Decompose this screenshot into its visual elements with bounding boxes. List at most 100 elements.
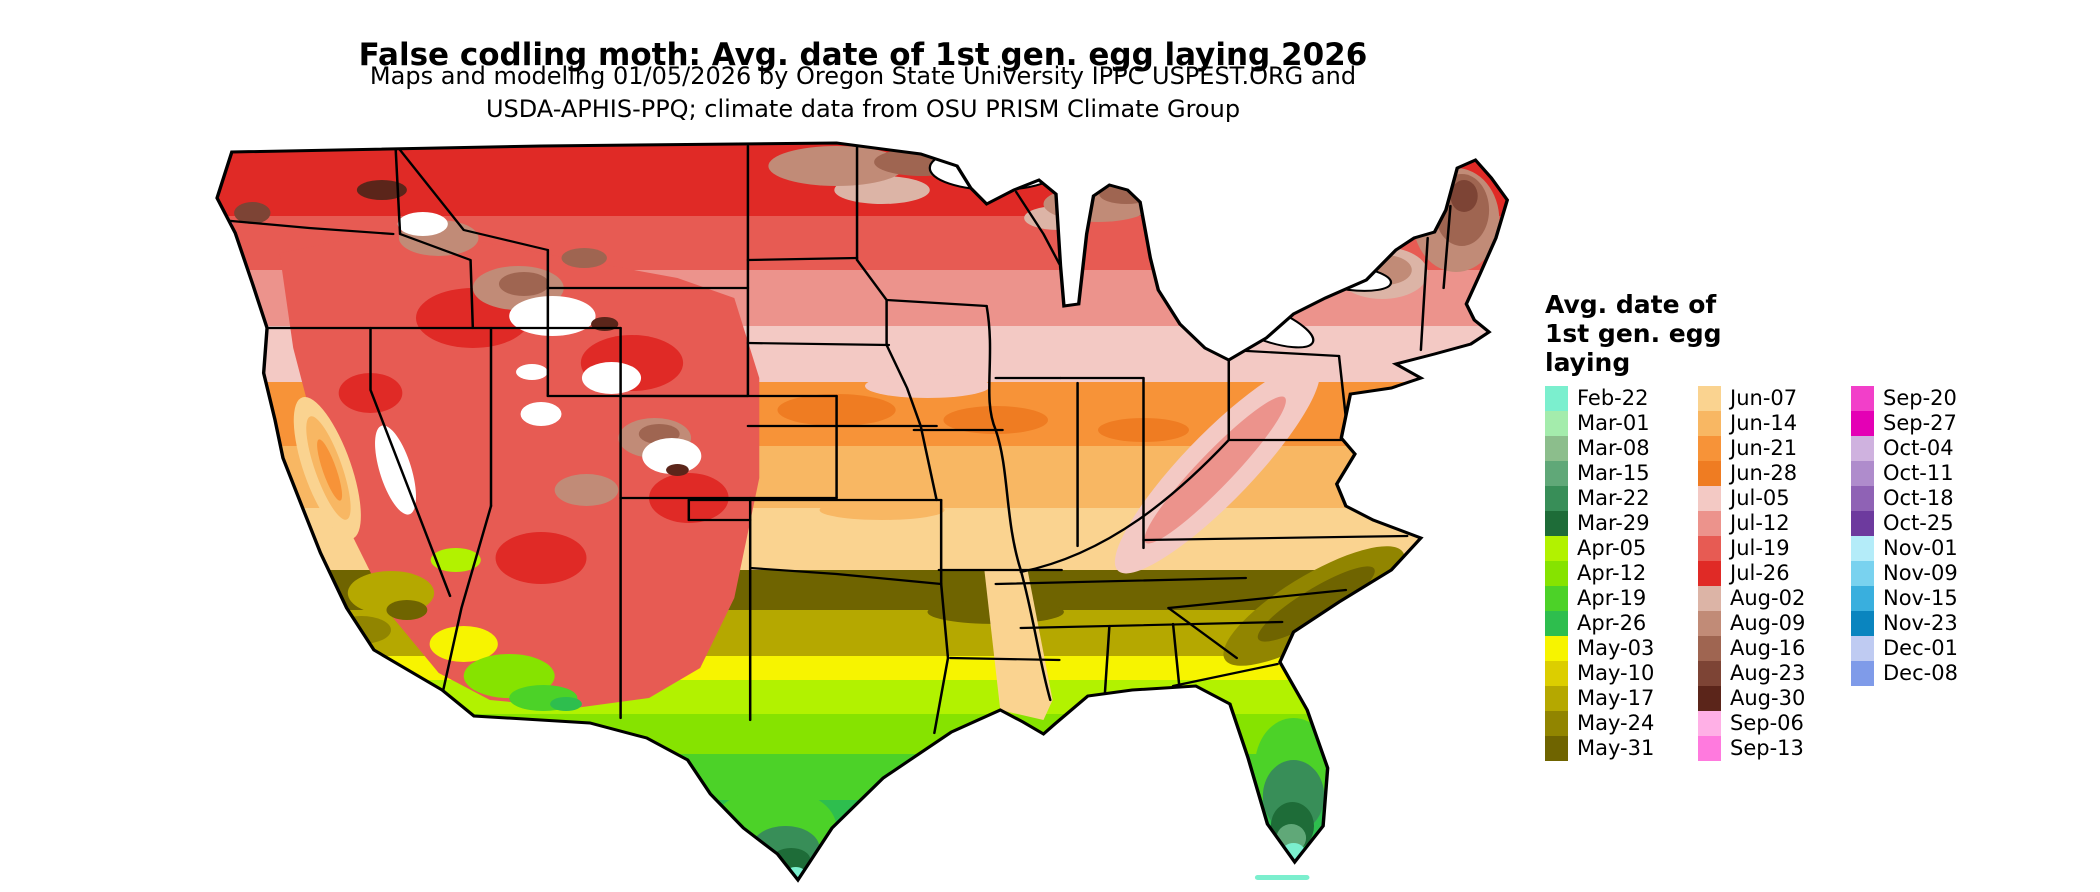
legend-entry: Jul-05 <box>1698 486 1851 511</box>
legend-label: May-10 <box>1577 661 1655 685</box>
legend-swatch <box>1698 536 1721 561</box>
legend-entry: Aug-02 <box>1698 586 1851 611</box>
legend-label: Apr-26 <box>1577 611 1647 635</box>
legend-title-line-2: 1st gen. egg <box>1545 319 1722 348</box>
legend-entry: May-03 <box>1545 636 1698 661</box>
legend-entry: Aug-30 <box>1698 686 1851 711</box>
legend-entry: Aug-09 <box>1698 611 1851 636</box>
legend-entry: Jun-28 <box>1698 461 1851 486</box>
legend-entry: Mar-08 <box>1545 436 1698 461</box>
legend-title-line-3: laying <box>1545 348 1631 377</box>
legend-entry: Nov-01 <box>1851 536 2004 561</box>
legend-label: Jun-14 <box>1730 411 1798 435</box>
legend-entry: May-10 <box>1545 661 1698 686</box>
legend-label: Mar-08 <box>1577 436 1650 460</box>
legend-entry: Apr-05 <box>1545 536 1698 561</box>
legend-entry: Dec-01 <box>1851 636 2004 661</box>
legend-column: Jun-07 Jun-14 Jun-21 Jun-28 Jul-05 Jul-12 Jul-… <box>1698 386 1851 761</box>
legend-entry: Sep-27 <box>1851 411 2004 436</box>
legend-swatch <box>1698 386 1721 411</box>
legend-swatch <box>1698 686 1721 711</box>
legend-label: Jun-28 <box>1730 461 1798 485</box>
legend-label: May-31 <box>1577 736 1655 760</box>
legend-entry: Nov-15 <box>1851 586 2004 611</box>
legend-label: Apr-12 <box>1577 561 1647 585</box>
legend-swatch <box>1698 586 1721 611</box>
legend-entry: Apr-12 <box>1545 561 1698 586</box>
legend-entry: Oct-25 <box>1851 511 2004 536</box>
legend-entry: Jun-07 <box>1698 386 1851 411</box>
legend-label: Apr-19 <box>1577 586 1647 610</box>
legend-entry: Mar-01 <box>1545 411 1698 436</box>
legend-swatch <box>1851 411 1874 436</box>
legend-entry: Oct-18 <box>1851 486 2004 511</box>
legend-swatch <box>1851 661 1874 686</box>
legend-entry: Aug-23 <box>1698 661 1851 686</box>
legend-label: Sep-13 <box>1730 736 1804 760</box>
figure-title: False codling moth: Avg. date of 1st gen… <box>358 36 1368 73</box>
legend-entry: Apr-19 <box>1545 586 1698 611</box>
legend-label: Jun-07 <box>1730 386 1798 410</box>
legend-swatch <box>1851 636 1874 661</box>
legend-swatch <box>1545 711 1568 736</box>
legend-swatch <box>1545 386 1568 411</box>
legend-label: Jul-19 <box>1730 536 1790 560</box>
legend-label: Feb-22 <box>1577 386 1649 410</box>
florida-keys <box>1254 875 1310 880</box>
legend-label: Aug-02 <box>1730 586 1806 610</box>
legend-label: Nov-15 <box>1883 586 1958 610</box>
legend-swatch <box>1698 461 1721 486</box>
legend-label: Jul-05 <box>1730 486 1790 510</box>
legend-swatch <box>1698 611 1721 636</box>
legend-label: Mar-01 <box>1577 411 1650 435</box>
legend-label: Sep-27 <box>1883 411 1957 435</box>
legend-swatch <box>1545 736 1568 761</box>
legend-label: Jul-26 <box>1730 561 1790 585</box>
legend-entry: Oct-04 <box>1851 436 2004 461</box>
us-outline <box>215 141 1510 883</box>
legend-swatch <box>1698 736 1721 761</box>
legend-entry: Oct-11 <box>1851 461 2004 486</box>
legend-entry: Mar-15 <box>1545 461 1698 486</box>
legend-swatch <box>1698 511 1721 536</box>
legend-swatch <box>1851 611 1874 636</box>
legend-swatch <box>1698 561 1721 586</box>
legend-swatch <box>1851 486 1874 511</box>
legend-label: Mar-29 <box>1577 511 1650 535</box>
legend: Avg. date of 1st gen. egg laying Feb-22 M… <box>1545 290 2004 761</box>
figure-subtitle: Maps and modeling 01/05/2026 by Oregon S… <box>370 60 1356 126</box>
legend-label: Mar-15 <box>1577 461 1650 485</box>
state-borders <box>219 143 1452 735</box>
legend-label: Sep-20 <box>1883 386 1957 410</box>
legend-entry: Nov-09 <box>1851 561 2004 586</box>
legend-entry: Jul-19 <box>1698 536 1851 561</box>
legend-swatch <box>1545 636 1568 661</box>
legend-entry: May-17 <box>1545 686 1698 711</box>
legend-swatch <box>1698 661 1721 686</box>
legend-swatch <box>1545 411 1568 436</box>
legend-title: Avg. date of 1st gen. egg laying <box>1545 290 2004 377</box>
legend-entry: Nov-23 <box>1851 611 2004 636</box>
legend-swatch <box>1545 536 1568 561</box>
legend-label: Oct-11 <box>1883 461 1954 485</box>
legend-swatch <box>1698 411 1721 436</box>
legend-swatch <box>1851 386 1874 411</box>
legend-entry: Sep-20 <box>1851 386 2004 411</box>
legend-swatch <box>1545 436 1568 461</box>
legend-label: Aug-23 <box>1730 661 1806 685</box>
legend-swatch <box>1545 611 1568 636</box>
us-map <box>200 138 1530 883</box>
legend-swatch <box>1851 586 1874 611</box>
legend-entry: Sep-06 <box>1698 711 1851 736</box>
legend-swatch <box>1698 436 1721 461</box>
legend-label: Apr-05 <box>1577 536 1647 560</box>
legend-swatch <box>1851 561 1874 586</box>
legend-entry: Jul-26 <box>1698 561 1851 586</box>
legend-label: Nov-09 <box>1883 561 1958 585</box>
legend-label: Aug-16 <box>1730 636 1806 660</box>
legend-swatch <box>1545 561 1568 586</box>
legend-label: Mar-22 <box>1577 486 1650 510</box>
legend-label: May-24 <box>1577 711 1655 735</box>
legend-label: Dec-01 <box>1883 636 1958 660</box>
legend-label: Sep-06 <box>1730 711 1804 735</box>
